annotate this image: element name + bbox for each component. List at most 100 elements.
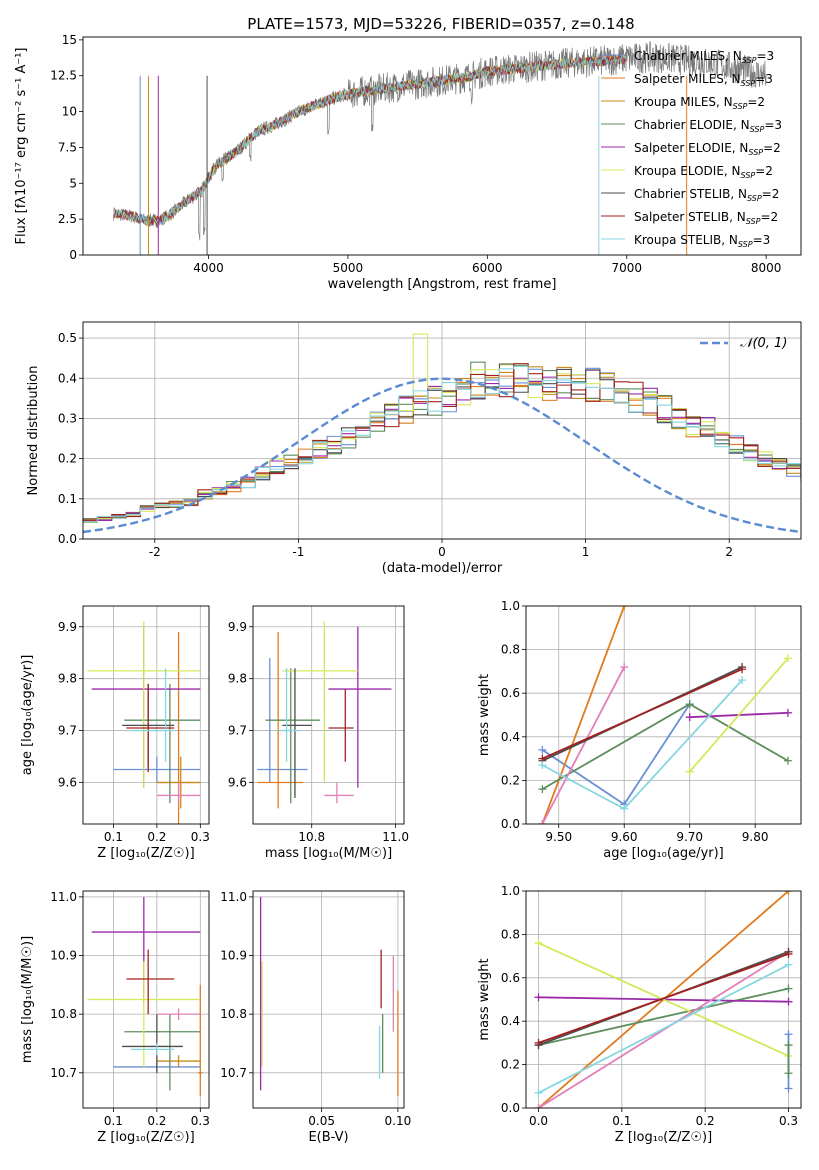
x-tick-label: 9.80 [742, 830, 769, 844]
x-tick-label: 0.2 [696, 1114, 715, 1128]
weight-marker [784, 984, 793, 993]
y-tick-label: 9.6 [58, 775, 77, 789]
y-tick-label: 0.4 [501, 1014, 520, 1028]
x-axis-label: Z [log₁₀(Z/Z☉)] [615, 1130, 712, 1145]
weight-marker [784, 949, 793, 958]
legend-entry: Salpeter STELIB, NSSP=2 [634, 210, 778, 226]
y-axis-label: mass weight [477, 958, 492, 1040]
weight-marker [685, 713, 694, 722]
legend-entry: Chabrier ELODIE, NSSP=3 [634, 118, 782, 134]
x-tick-label: -2 [149, 545, 161, 559]
x-tick-label: 0.3 [191, 830, 210, 844]
x-tick-label: 9.60 [611, 830, 638, 844]
plot-area [83, 333, 801, 534]
weight-marker [784, 1069, 793, 1078]
y-tick-label: 10.7 [50, 1066, 77, 1080]
y-axis-label: age [log₁₀(age/yr)] [20, 655, 35, 776]
y-tick-label: 1.0 [501, 884, 520, 898]
weight-marker [783, 654, 792, 663]
legend-entry: Salpeter ELODIE, NSSP=2 [634, 141, 781, 157]
y-tick-label: 11.0 [50, 890, 77, 904]
weight-marker [738, 676, 747, 685]
y-tick-label: 0.2 [58, 452, 77, 466]
x-tick-label: 0 [438, 545, 446, 559]
panel-mass_vs_EBV: 0.05 0.10 10.7 10.8 10.9 11.0 E(B-V) [220, 890, 411, 1145]
weight-line [689, 657, 789, 773]
weight-line [541, 666, 626, 824]
weight-marker [685, 700, 694, 709]
y-tick-label: 9.7 [228, 724, 247, 738]
y-tick-label: 9.9 [58, 620, 77, 634]
y-tick-label: 0.1 [58, 492, 77, 506]
y-tick-label: 1.0 [501, 599, 520, 613]
x-tick-label: 0.1 [104, 830, 123, 844]
weight-marker [538, 761, 547, 770]
weight-line [538, 963, 789, 1094]
weight-line [541, 606, 626, 824]
panel-residual_hist: -2 -1 0 1 2 0.0 0.1 0.2 0.3 0.4 0.5 (data-model)/er… [26, 321, 802, 576]
model-spectrum [113, 54, 627, 226]
weight-line [538, 987, 789, 1046]
y-tick-label: 0.8 [501, 643, 520, 657]
weight-marker [534, 939, 543, 948]
weight-marker [538, 745, 547, 754]
x-axis-label: Z [log₁₀(Z/Z☉)] [97, 846, 194, 861]
x-tick-label: 0.10 [385, 1114, 412, 1128]
weight-marker [534, 1088, 543, 1097]
panel-age_vs_Z: 0.1 0.2 0.3 9.6 9.7 9.8 9.9 Z [log₁₀(Z/Z☉)] age … [20, 605, 210, 861]
weight-marker [538, 820, 547, 824]
axes-frame [82, 605, 210, 825]
weight-marker [620, 606, 629, 610]
weight-marker [534, 993, 543, 1002]
y-tick-label: 9.8 [228, 672, 247, 686]
x-tick-label: 0.05 [308, 1114, 335, 1128]
weight-marker [538, 785, 547, 794]
y-tick-label: 2.5 [58, 212, 77, 226]
y-axis-label: Flux [fλ10⁻¹⁷ erg cm⁻² s⁻¹ A⁻¹] [14, 48, 29, 245]
figure-title: PLATE=1573, MJD=53226, FIBERID=0357, z=0… [247, 15, 634, 33]
x-tick-label: 8000 [751, 261, 782, 275]
plot-area [87, 621, 201, 824]
x-tick-label: 2 [725, 545, 733, 559]
legend-entry: Kroupa ELODIE, NSSP=2 [634, 164, 773, 180]
axes-frame [82, 36, 802, 256]
x-tick-label: 4000 [193, 261, 224, 275]
weight-marker [784, 1030, 793, 1039]
y-tick-label: 9.9 [228, 620, 247, 634]
legend: 𝒩(0, 1) [700, 336, 787, 351]
x-axis-label: age [log₁₀(age/yr)] [603, 846, 724, 861]
y-tick-label: 10 [62, 105, 77, 119]
weight-marker [783, 708, 792, 717]
histogram-series [83, 375, 801, 521]
y-tick-label: 11.0 [220, 890, 247, 904]
x-tick-label: 11.0 [382, 830, 409, 844]
histogram-series [83, 365, 801, 523]
x-axis-label: mass [log₁₀(M/M☉)] [265, 846, 392, 861]
weight-marker [784, 1041, 793, 1050]
x-tick-label: 7000 [611, 261, 642, 275]
y-tick-label: 0 [69, 248, 77, 262]
y-tick-label: 9.6 [228, 775, 247, 789]
plot-area [113, 40, 767, 255]
x-axis-label: Z [log₁₀(Z/Z☉)] [97, 1130, 194, 1145]
weight-marker [534, 1104, 543, 1108]
y-tick-label: 15 [62, 33, 77, 47]
weight-line [542, 668, 743, 760]
y-tick-label: 0.4 [58, 371, 77, 385]
legend-entry: Kroupa STELIB, NSSP=3 [634, 233, 770, 249]
weight-marker [784, 997, 793, 1006]
x-axis-label: E(B-V) [308, 1130, 348, 1145]
y-tick-label: 7.5 [58, 140, 77, 154]
y-tick-label: 10.9 [220, 949, 247, 963]
panel-weight_vs_Z: 0.0 0.1 0.2 0.3 0.0 0.2 0.4 0.6 0.8 1.0 Z [log₁₀(Z… [477, 884, 802, 1145]
y-tick-label: 10.8 [220, 1007, 247, 1021]
x-tick-label: 9.50 [545, 830, 572, 844]
x-tick-label: -1 [292, 545, 304, 559]
x-tick-label: 0.3 [191, 1114, 210, 1128]
weight-marker [783, 756, 792, 765]
plot-area [87, 896, 203, 1097]
legend-entry: Chabrier MILES, NSSP=3 [634, 49, 774, 65]
weight-marker [784, 960, 793, 969]
y-tick-label: 0.4 [501, 730, 520, 744]
y-axis-label: Normed distribution [26, 366, 41, 496]
